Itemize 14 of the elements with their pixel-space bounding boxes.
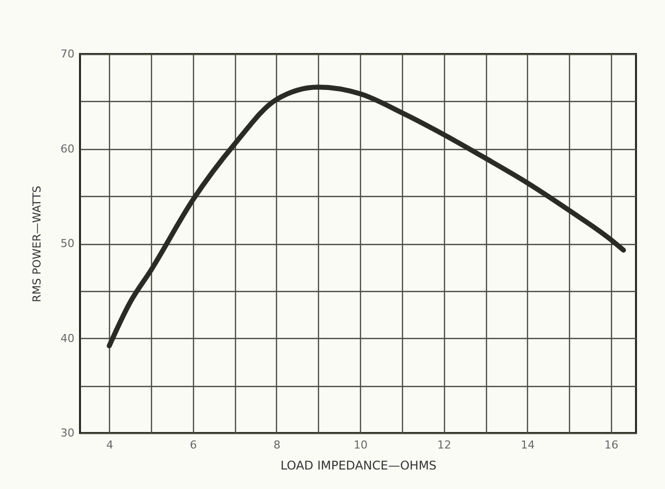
x-tick-label: 4 — [106, 438, 114, 452]
y-tick-label: 30 — [60, 426, 74, 440]
x-tick-label: 10 — [354, 438, 368, 452]
x-tick-label: 8 — [273, 438, 280, 452]
y-axis-title: RMS POWER—WATTS — [30, 186, 44, 302]
y-tick-label: 40 — [60, 332, 74, 345]
x-tick-label: 12 — [437, 438, 452, 452]
y-tick-label: 50 — [60, 237, 74, 250]
y-tick-label: 60 — [60, 142, 74, 156]
x-tick-label: 6 — [190, 438, 197, 452]
x-axis-title: LOAD IMPEDANCE—OHMS — [280, 458, 437, 472]
y-tick-label: 70 — [60, 48, 74, 60]
x-tick-label: 14 — [520, 438, 535, 452]
x-tick-label: 16 — [604, 438, 618, 452]
